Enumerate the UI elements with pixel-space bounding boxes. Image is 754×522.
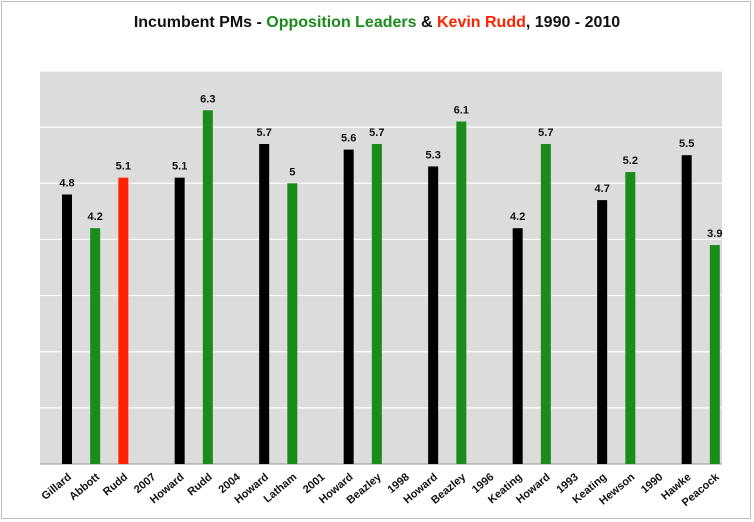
x-tick-label: Gillard [40,471,74,503]
bar-keating [597,200,608,464]
data-label: 5.3 [426,149,441,161]
bar-gillard [62,194,72,464]
bars [62,110,720,465]
bar-rudd [118,177,129,464]
bar-abbott [90,228,101,464]
bar-howard [343,149,354,464]
bar-peacock [709,245,720,464]
data-label: 4.2 [510,211,525,223]
bar-keating [512,228,523,464]
title-part-rudd: Kevin Rudd [436,14,526,31]
x-tick-label: Rudd [186,471,215,498]
bar-howard [428,166,439,464]
data-label: 5.1 [116,161,131,173]
data-label: 3.9 [707,228,722,240]
data-label: 4.8 [59,178,74,190]
title-part-opposition: Opposition Leaders [266,14,417,31]
data-label: 4.7 [595,183,610,195]
title-part-years: , 1990 - 2010 [525,14,621,31]
bar-howard [259,143,270,464]
bar-beazley [456,121,467,465]
bar-howard [174,177,185,464]
data-label: 4.2 [88,211,103,223]
data-label: 5.1 [172,161,187,173]
data-label: 5.6 [341,133,356,145]
x-tick-label: Abbott [67,471,102,503]
x-tick-label: Rudd [101,471,130,498]
bar-hewson [625,172,636,465]
data-label: 6.1 [454,105,469,117]
data-labels: 4.8 4.2 5.1 5.1 6.3 5.7 5 5.6 5.7 5.3 6.1 4.2 5.7 4.7… [59,93,722,240]
data-label: 5.5 [679,138,694,150]
bar-beazley [371,143,382,464]
data-label: 5.7 [538,127,553,139]
data-label: 6.3 [200,93,215,105]
bar-latham [287,183,298,465]
data-label: 5.2 [623,155,638,167]
bar-howard [540,143,551,464]
chart-title: Incumbent PMs - Opposition Leaders & Kev… [0,14,754,32]
title-part-incumbent: Incumbent PMs - [133,14,267,31]
bar-rudd [202,110,213,465]
title-part-amp: & [416,14,437,31]
data-label: 5.7 [369,127,384,139]
data-label: 5 [289,166,295,178]
data-label: 5.7 [257,127,272,139]
bar-hawke [681,155,692,464]
